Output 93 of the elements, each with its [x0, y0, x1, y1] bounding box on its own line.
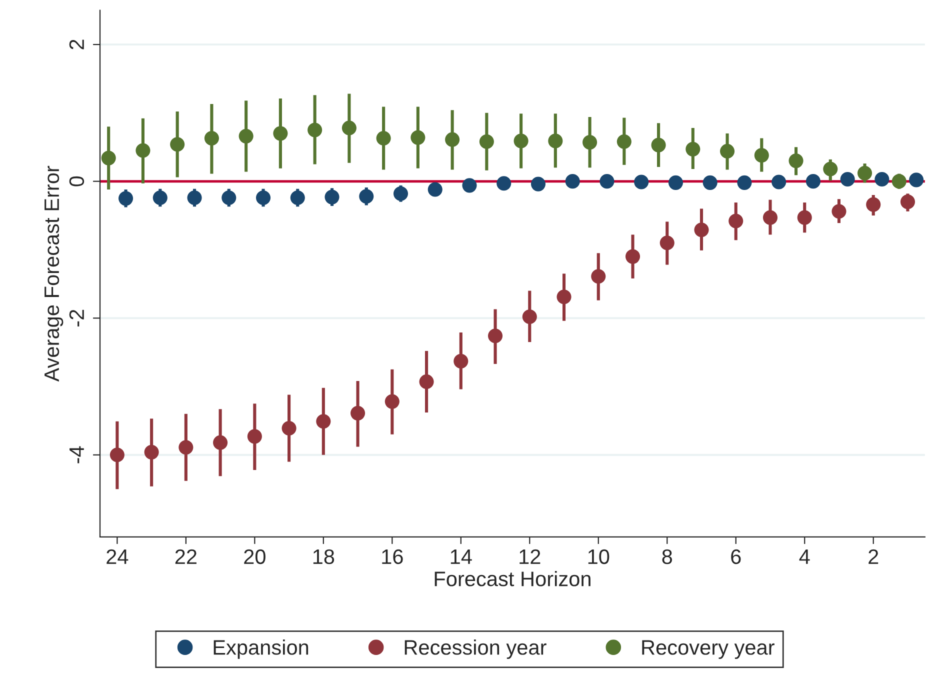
point: [788, 154, 804, 168]
x-tick-label: 22: [175, 549, 196, 564]
point: [479, 134, 494, 149]
point: [625, 249, 640, 264]
point: [660, 236, 674, 250]
point: [668, 175, 684, 190]
point: [454, 354, 468, 368]
x-tick-label: 2: [868, 549, 878, 564]
point: [144, 444, 159, 460]
point: [376, 130, 391, 146]
point: [170, 137, 185, 152]
point: [238, 128, 254, 144]
point: [136, 143, 150, 158]
point: [702, 175, 718, 190]
point: [514, 134, 528, 148]
x-tick-label: 10: [588, 549, 610, 564]
y-tick-label: -4: [70, 446, 84, 464]
point: [213, 435, 228, 450]
point: [118, 191, 134, 206]
point: [754, 148, 769, 163]
point: [728, 214, 744, 228]
point: [591, 269, 606, 284]
x-tick-label: 4: [799, 550, 810, 564]
point: [384, 394, 400, 409]
point: [772, 174, 786, 190]
point: [101, 150, 116, 166]
point: [651, 138, 666, 152]
point: [247, 429, 262, 444]
point: [496, 176, 512, 191]
point: [428, 182, 442, 197]
y-tick-label: 2: [69, 40, 84, 50]
x-tick-label: 14: [450, 550, 472, 564]
point: [600, 174, 614, 189]
x-tick-label: 20: [244, 549, 266, 564]
point: [359, 189, 374, 204]
point: [393, 186, 408, 201]
y-tick-label: -2: [69, 310, 84, 326]
point: [866, 197, 881, 212]
point: [797, 210, 812, 225]
point: [832, 204, 846, 219]
point: [488, 328, 503, 344]
x-tick-label: 6: [731, 549, 741, 564]
point: [634, 174, 649, 190]
point: [316, 414, 331, 429]
point: [900, 194, 916, 210]
legend-label: Recession year: [404, 640, 546, 659]
x-tick-label: 18: [313, 549, 334, 564]
point: [694, 222, 709, 238]
point: [110, 448, 124, 462]
x-tick-label: 16: [382, 549, 403, 564]
point: [874, 172, 890, 187]
point: [324, 190, 340, 204]
point: [548, 134, 563, 148]
point: [290, 190, 305, 206]
point: [840, 172, 855, 187]
x-tick-label: 12: [520, 549, 540, 564]
x-tick-label: 24: [106, 549, 128, 564]
point: [462, 178, 477, 193]
legend-label: Expansion: [214, 640, 308, 659]
point: [909, 172, 924, 188]
point: [178, 440, 194, 455]
y-axis-title: Average Forecast Error: [44, 166, 64, 382]
point: [152, 190, 168, 206]
point: [737, 175, 752, 190]
point: [616, 134, 632, 149]
legend-label: Recovery year: [642, 640, 774, 659]
point: [187, 190, 202, 206]
point: [530, 176, 546, 192]
x-axis-title: Forecast Horizon: [434, 570, 590, 586]
point: [582, 135, 598, 150]
point: [342, 120, 356, 136]
point: [273, 126, 288, 141]
point: [522, 309, 537, 324]
point: [204, 130, 219, 146]
point: [556, 290, 572, 304]
point: [256, 190, 271, 206]
point: [445, 132, 460, 147]
x-tick-label: 8: [662, 549, 672, 564]
point: [823, 162, 838, 176]
point: [308, 122, 322, 138]
point: [762, 210, 778, 225]
point: [565, 174, 580, 189]
point: [350, 406, 366, 420]
point: [282, 420, 296, 436]
point: [720, 144, 735, 159]
point: [857, 166, 872, 180]
point: [892, 174, 906, 189]
point: [410, 130, 426, 145]
y-tick-label: 0: [69, 176, 84, 186]
point: [806, 174, 820, 189]
point: [419, 374, 434, 390]
point: [686, 142, 700, 156]
point: [222, 190, 236, 206]
